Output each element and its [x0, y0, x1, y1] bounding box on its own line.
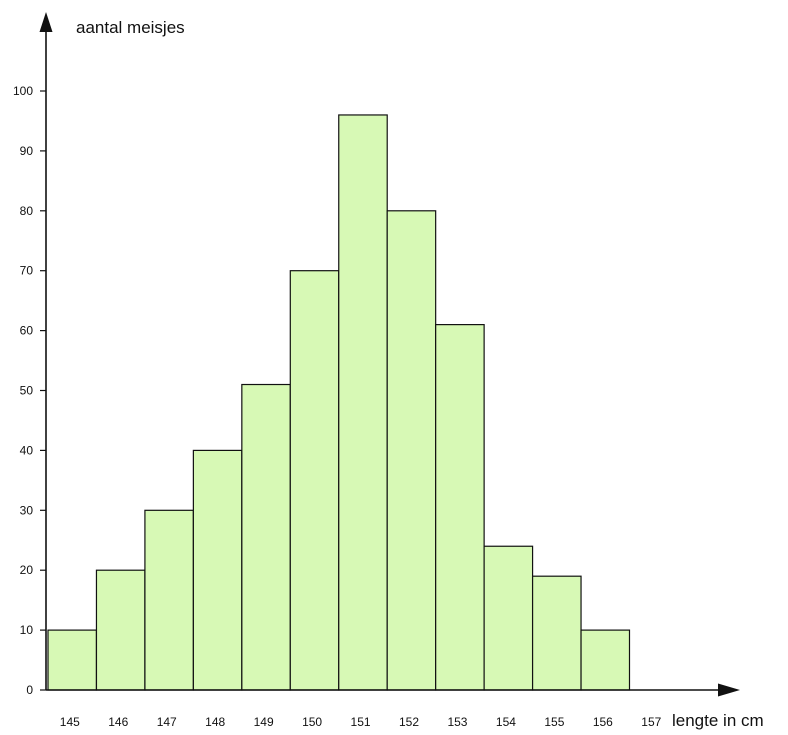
bar-149 [241, 383, 291, 691]
x-ticks-group: 145 146 147 148 149 150 151 152 153 154 155 156 157 [60, 715, 662, 729]
bar-145 [47, 629, 98, 691]
x-tick-label: 154 [496, 715, 516, 729]
x-tick-label: 156 [593, 715, 613, 729]
y-axis-title: aantal meisjes [76, 18, 185, 37]
y-tick-label: 40 [20, 443, 34, 457]
y-tick-label: 10 [20, 623, 34, 637]
x-tick-label: 152 [399, 715, 419, 729]
x-tick-label: 146 [108, 715, 128, 729]
bar-154 [483, 545, 534, 691]
y-tick-label: 30 [20, 503, 34, 517]
bar-156 [580, 629, 631, 691]
x-axis-title: lengte in cm [672, 711, 764, 730]
bars-group [47, 114, 631, 691]
bar-153 [435, 324, 485, 691]
x-tick-label: 155 [544, 715, 564, 729]
y-tick-label: 100 [13, 84, 33, 98]
bar-152 [386, 210, 437, 691]
x-tick-label: 151 [351, 715, 371, 729]
x-tick-label: 149 [254, 715, 274, 729]
x-tick-label: 145 [60, 715, 80, 729]
y-tick-label: 90 [20, 144, 34, 158]
bar-147 [144, 509, 194, 691]
y-tick-label: 50 [20, 384, 34, 398]
y-tick-label: 20 [20, 563, 34, 577]
x-axis-arrow-icon [718, 683, 740, 697]
y-tick-label: 80 [20, 204, 34, 218]
x-tick-label: 157 [641, 715, 661, 729]
y-tick-label: 0 [26, 683, 33, 697]
bar-146 [95, 569, 146, 691]
y-tick-label: 60 [20, 324, 34, 338]
y-axis-arrow-icon [39, 12, 53, 32]
bar-155 [531, 575, 582, 691]
bar-148 [192, 449, 243, 691]
x-tick-label: 148 [205, 715, 225, 729]
y-ticks-group: 0 10 20 30 40 50 60 70 80 90 100 [13, 84, 46, 697]
y-tick-label: 70 [20, 264, 34, 278]
bar-151 [338, 114, 388, 691]
x-tick-label: 150 [302, 715, 322, 729]
x-tick-label: 147 [157, 715, 177, 729]
x-tick-label: 153 [447, 715, 467, 729]
bar-150 [289, 270, 340, 691]
